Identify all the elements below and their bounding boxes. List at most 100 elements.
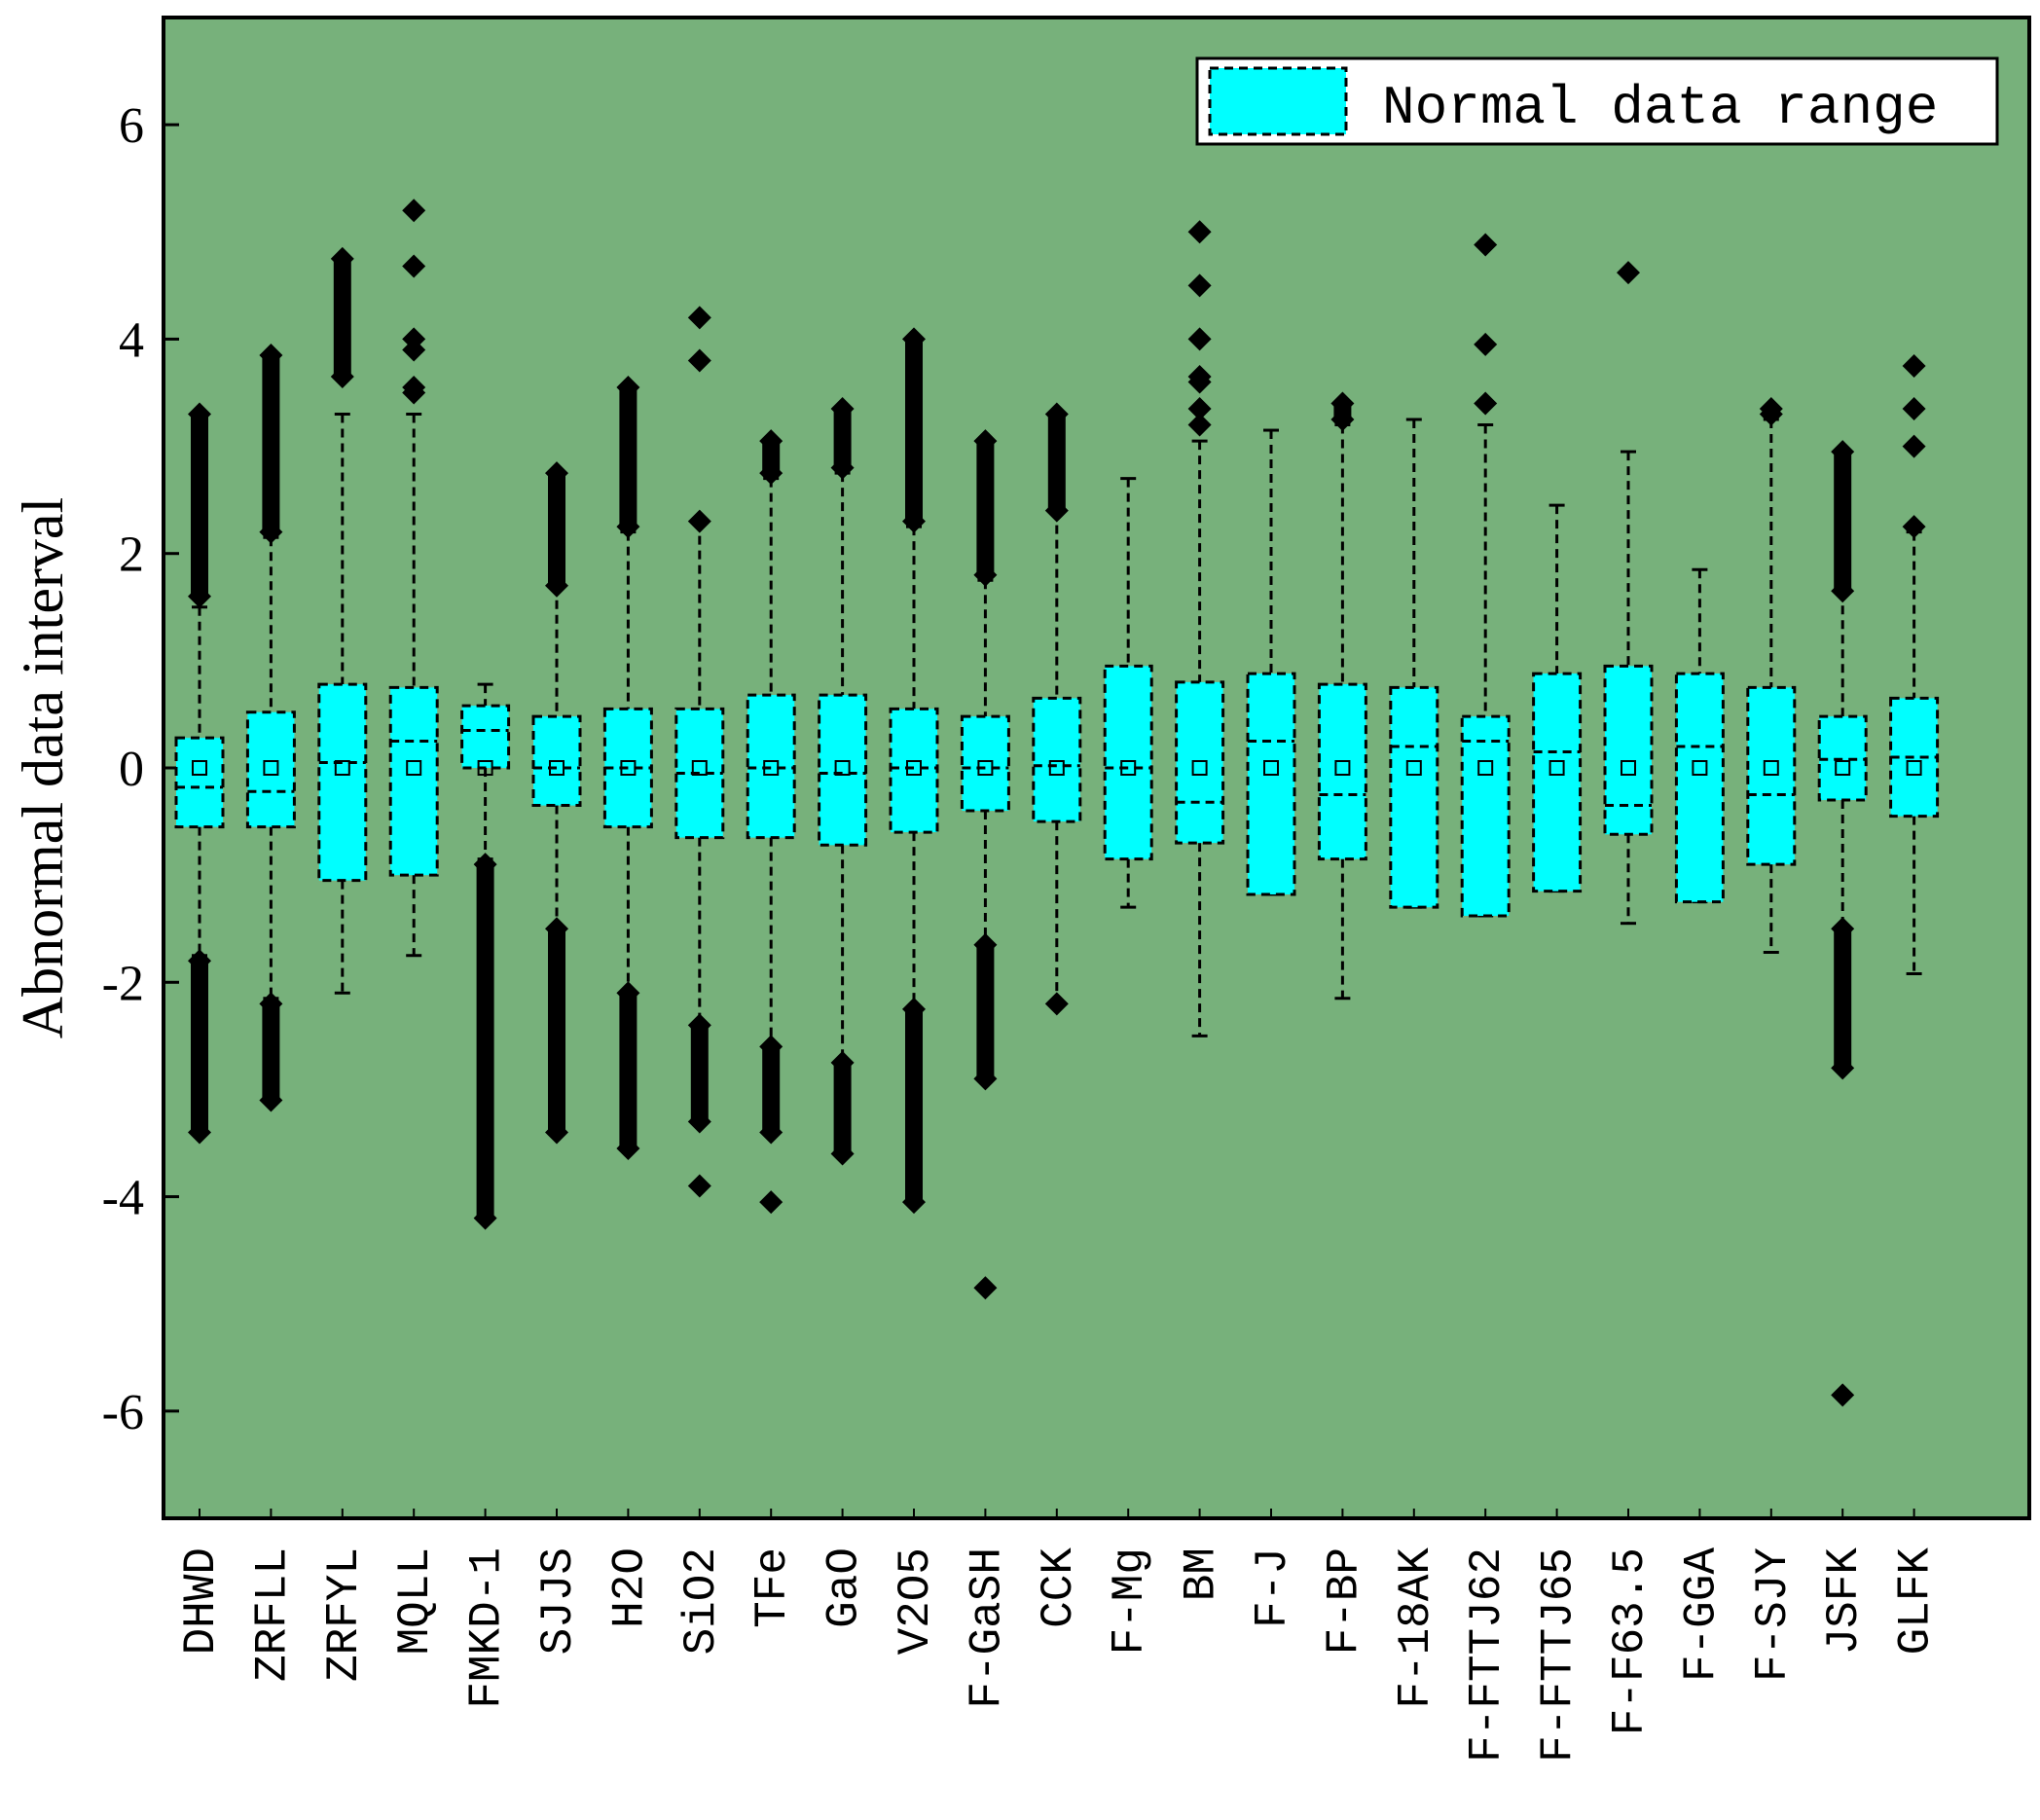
x-tick-label: ZRFYL	[319, 1547, 370, 1682]
mean-marker	[1477, 760, 1494, 776]
mean-marker	[1548, 760, 1565, 776]
x-tick-label: ZRFLL	[247, 1547, 298, 1682]
outlier-cluster	[690, 1025, 709, 1122]
outlier-point	[259, 1088, 283, 1112]
mean-marker	[406, 760, 422, 776]
outlier-cluster	[833, 409, 852, 468]
outlier-cluster	[1834, 452, 1852, 592]
mean-marker	[620, 760, 637, 776]
boxes-layer	[174, 199, 1940, 1407]
outlier-point	[259, 992, 283, 1016]
outlier-point	[1330, 408, 1355, 432]
outlier-cluster	[905, 1008, 923, 1203]
x-tick-label: JSFK	[1819, 1547, 1870, 1656]
x-tick-label: F-GGA	[1676, 1547, 1727, 1682]
iqr-box	[818, 693, 868, 847]
outlier-cluster	[262, 354, 280, 532]
outlier-point	[330, 246, 354, 271]
box-f-18ak	[1389, 418, 1439, 909]
outlier-cluster	[1834, 928, 1852, 1069]
mean-marker	[1763, 760, 1779, 776]
outlier-point	[1831, 1056, 1855, 1080]
outlier-point	[902, 509, 926, 533]
outlier-point	[545, 573, 568, 598]
box-dhwd	[174, 402, 225, 1145]
outlier-cluster	[762, 441, 781, 474]
mean-marker	[1120, 760, 1137, 776]
mean-marker	[1906, 760, 1922, 776]
x-tick-label: F-FTTJ65	[1534, 1547, 1585, 1763]
outlier-point	[1902, 434, 1926, 458]
outlier-cluster	[262, 1003, 280, 1101]
y-tick-label: 6	[119, 98, 144, 154]
y-tick-label: -2	[102, 956, 144, 1011]
iqr-box	[1532, 672, 1583, 893]
x-tick-label: V2O5	[891, 1547, 941, 1655]
box-zrfyl	[317, 246, 368, 995]
mean-marker	[477, 760, 493, 776]
outlier-point	[473, 853, 497, 877]
outlier-point	[402, 254, 426, 278]
iqr-box	[1103, 664, 1153, 861]
outlier-point	[830, 1142, 855, 1166]
outlier-point	[687, 1174, 711, 1198]
outlier-point	[402, 375, 426, 399]
outlier-point	[759, 1120, 783, 1145]
box-sjjs	[531, 461, 582, 1145]
outlier-cluster	[762, 1046, 781, 1133]
x-tick-label: F-18AK	[1391, 1547, 1441, 1709]
outlier-point	[1187, 220, 1212, 244]
outlier-point	[1187, 364, 1212, 388]
outlier-point	[616, 515, 640, 539]
x-tick-label: F-F63.5	[1605, 1547, 1656, 1735]
outlier-point	[616, 981, 640, 1005]
box-bm	[1175, 220, 1225, 1037]
iqr-box	[1674, 672, 1725, 904]
outlier-point	[259, 343, 283, 367]
box-fmkd-1	[460, 682, 511, 1230]
outlier-point	[1831, 1383, 1855, 1407]
outlier-point	[1831, 440, 1855, 464]
iqr-box	[889, 707, 939, 834]
iqr-box	[245, 710, 296, 829]
outlier-point	[188, 949, 211, 973]
outlier-point	[188, 402, 211, 426]
outlier-cluster	[619, 386, 638, 528]
outlier-point	[402, 199, 426, 223]
y-tick-label: 4	[119, 312, 144, 368]
iqr-box	[174, 736, 225, 829]
mean-marker	[1263, 760, 1279, 776]
outlier-point	[759, 429, 783, 454]
box-f-sjy	[1746, 397, 1797, 954]
outlier-point	[687, 348, 711, 373]
outlier-point	[473, 1206, 497, 1230]
outlier-point	[1617, 261, 1640, 285]
outlier-point	[1759, 402, 1783, 426]
x-tick-label: CCK	[1034, 1547, 1084, 1628]
outlier-cluster	[976, 944, 995, 1079]
iqr-box	[960, 714, 1010, 813]
box-f-j	[1246, 428, 1296, 896]
outlier-point	[973, 563, 998, 587]
outlier-point	[1474, 391, 1498, 416]
outlier-cluster	[905, 339, 923, 522]
x-tick-label: SiO2	[676, 1547, 727, 1655]
outlier-point	[687, 509, 711, 533]
x-tick-label: BM	[1177, 1547, 1227, 1601]
x-tick-label: TFe	[747, 1547, 798, 1628]
x-tick-label: DHWD	[176, 1547, 227, 1655]
iqr-box	[1603, 664, 1654, 836]
outlier-cluster	[333, 258, 351, 377]
outlier-cluster	[476, 864, 494, 1219]
box-sio2	[674, 306, 725, 1198]
outlier-point	[973, 1276, 998, 1300]
mean-marker	[334, 760, 350, 776]
box-f-fttj62	[1460, 233, 1511, 918]
box-h2o	[602, 375, 653, 1161]
outlier-cluster	[976, 441, 995, 575]
iqr-box	[1032, 696, 1082, 823]
y-tick-label: -4	[102, 1171, 144, 1226]
y-axis: -6 -4 -2 0 2 4 6	[102, 98, 179, 1440]
mean-marker	[691, 760, 708, 776]
x-axis: DHWD ZRFLL ZRFYL MQLL FMKD-1 SJJS H2O SiO2 TFe Ga…	[176, 1509, 1942, 1763]
